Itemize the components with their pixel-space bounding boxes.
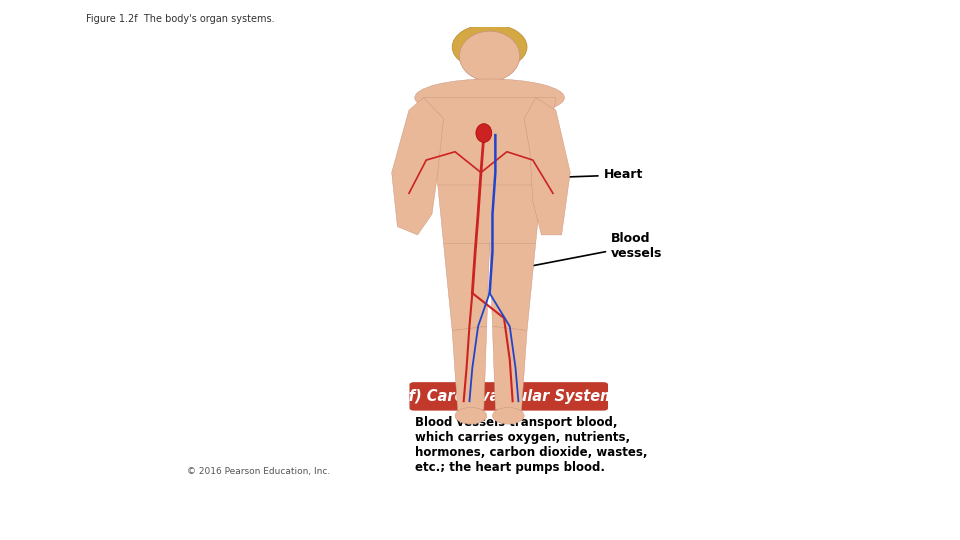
Text: Heart: Heart	[543, 168, 643, 181]
Polygon shape	[490, 243, 536, 330]
Polygon shape	[492, 326, 527, 414]
Polygon shape	[392, 98, 444, 235]
Polygon shape	[524, 98, 570, 235]
Ellipse shape	[476, 124, 492, 143]
Text: © 2016 Pearson Education, Inc.: © 2016 Pearson Education, Inc.	[187, 467, 330, 476]
Text: Figure 1.2f  The body's organ systems.: Figure 1.2f The body's organ systems.	[86, 14, 275, 24]
Text: (f) Cardiovascular System: (f) Cardiovascular System	[402, 389, 615, 404]
Text: Blood vessels transport blood,
which carries oxygen, nutrients,
hormones, carbon: Blood vessels transport blood, which car…	[415, 416, 647, 474]
Polygon shape	[423, 98, 556, 210]
FancyBboxPatch shape	[410, 383, 608, 410]
Ellipse shape	[459, 31, 519, 81]
Ellipse shape	[492, 408, 524, 424]
Polygon shape	[473, 79, 505, 85]
Polygon shape	[452, 326, 487, 414]
Ellipse shape	[415, 79, 564, 117]
Ellipse shape	[455, 408, 487, 424]
Polygon shape	[438, 185, 541, 243]
Text: Blood
vessels: Blood vessels	[520, 232, 662, 268]
Ellipse shape	[452, 24, 527, 70]
Polygon shape	[444, 243, 490, 330]
